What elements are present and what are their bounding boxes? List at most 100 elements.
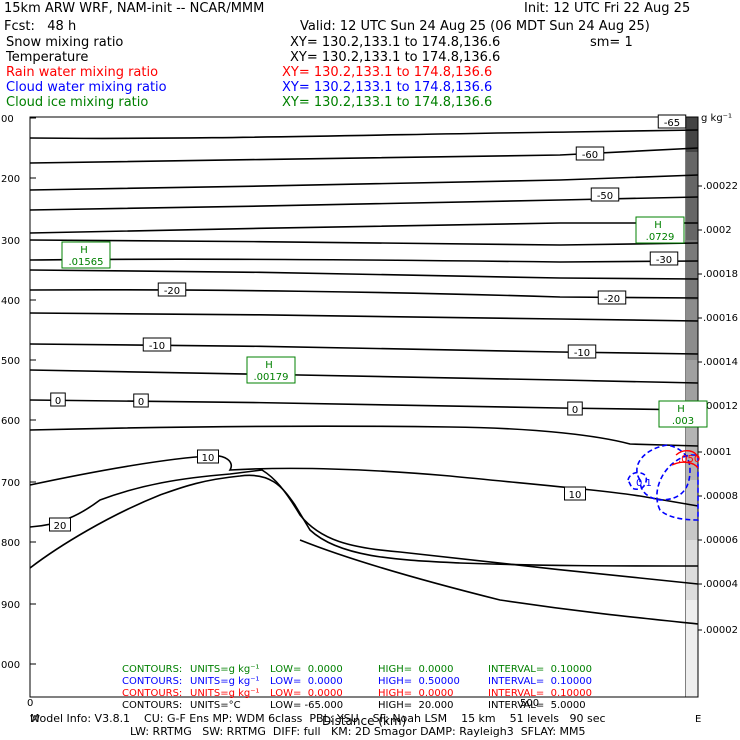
y-tick-label: 800 [1, 538, 20, 549]
isotherm-label: -65 [664, 118, 680, 129]
colorbar-tick-label: .0001 [703, 447, 732, 458]
high-marker-value: .0729 [646, 232, 675, 243]
isotherm-15 [29, 474, 699, 569]
isotherm-label-box [142, 337, 172, 352]
isotherm-label-box [157, 282, 187, 297]
cloud-water-label: 0.1 [636, 478, 652, 489]
rain-contour [671, 461, 699, 469]
contour-info-c: LOW= -65.000 [270, 700, 344, 711]
high-marker-letter: H [654, 220, 662, 231]
isotherm-label: -30 [656, 255, 672, 266]
isotherm-20 [29, 469, 699, 585]
rain-label: .050 [678, 454, 700, 465]
high-marker-letter: H [265, 360, 273, 371]
contour-info-e: INTERVAL= 0.10000 [488, 676, 592, 687]
cloud-water-contour [656, 454, 699, 521]
forecast-hour: Fcst: 48 h [4, 19, 77, 34]
contour-info-b: UNITS=g kg⁻¹ [190, 688, 260, 699]
isotherm-25 [299, 539, 699, 625]
isotherm-label-box [649, 251, 679, 266]
rain-contours [671, 450, 699, 469]
y-axis-ticks: 00 200 300 400 500 600 700 800 900 000 [1, 114, 36, 671]
colorbar-tick-label: .00014 [703, 357, 738, 368]
model-info-line-1: Model Info: V3.8.1 CU: G-F Ens MP: WDM 6… [30, 712, 606, 725]
colorbar-ticks: g kg⁻¹ .00022 .0002 .00018 .00016 .00014 .0001… [698, 113, 738, 636]
isotherm-label: -50 [597, 191, 613, 202]
colorbar-tick-label: .00018 [703, 269, 738, 280]
cloud-water-contour [636, 444, 691, 501]
y-tick-label: 500 [1, 356, 20, 367]
colorbar-tick-label: .00016 [703, 313, 738, 324]
colorbar-tick-label: .00004 [703, 579, 738, 590]
contour-info-d: HIGH= 20.000 [378, 700, 454, 711]
cloud-water-contour [627, 471, 648, 491]
isotherm-label: 0 [572, 405, 578, 416]
isotherm-label: 10 [202, 453, 215, 464]
temperature-contours [29, 129, 699, 625]
isotherm-minus-20 [29, 289, 699, 299]
isotherm-label: -20 [604, 294, 620, 305]
isotherm-label-box [50, 392, 66, 407]
contour-info-c: LOW= 0.0000 [270, 688, 343, 699]
high-marker-box [635, 216, 685, 244]
field-name-snow: Snow mixing ratio [6, 35, 124, 50]
colorbar-tick-label: .00006 [703, 535, 738, 546]
isotherm-label-box [197, 449, 219, 464]
high-marker-box [61, 241, 111, 269]
model-info-line-2: LW: RRTMG SW: RRTMG DIFF: full KM: 2D Sm… [130, 725, 586, 738]
contour-info-b: UNITS=g kg⁻¹ [190, 676, 260, 687]
field-name-rain: Rain water mixing ratio [6, 65, 159, 80]
contour-info-b: UNITS=°C [190, 700, 241, 711]
isotherm-5 [29, 425, 699, 447]
colorbar-tick-label: .00022 [703, 181, 738, 192]
field-name-temperature: Temperature [6, 50, 89, 65]
high-marker-value: .003 [672, 416, 694, 427]
field-xy-cloud-water: XY= 130.2,133.1 to 174.8,136.6 [282, 80, 493, 95]
isotherm-label: 20 [54, 521, 67, 532]
y-tick-label: 000 [1, 660, 20, 671]
contour-info-d: HIGH= 0.0000 [378, 688, 454, 699]
colorbar-tick-label: .00012 [703, 401, 738, 412]
isotherm-label: 0 [138, 397, 144, 408]
isotherm-minus-50 [29, 174, 699, 191]
y-tick-label: 700 [1, 478, 20, 489]
isotherm-minus-15 [29, 312, 699, 322]
y-tick-label: 600 [1, 416, 20, 427]
isotherm-label-box [49, 517, 71, 532]
high-marker-value: .01565 [69, 257, 104, 268]
colorbar-tick-label: .0002 [703, 225, 732, 236]
isotherm-minus-25 [29, 269, 699, 280]
high-marker-box [658, 400, 708, 428]
isotherm-10 [29, 454, 699, 507]
field-xy-temperature: XY= 130.2,133.1 to 174.8,136.6 [290, 50, 501, 65]
contour-info-b: UNITS=g kg⁻¹ [190, 664, 260, 675]
field-xy-rain: XY= 130.2,133.1 to 174.8,136.6 [282, 65, 493, 80]
isotherm-minus-40 [29, 222, 698, 234]
field-xy-cloud-ice: XY= 130.2,133.1 to 174.8,136.6 [282, 95, 493, 110]
corner-w: W [30, 714, 40, 725]
field-name-cloud-ice: Cloud ice mixing ratio [6, 95, 149, 110]
field-xy-snow: XY= 130.2,133.1 to 174.8,136.6 [290, 35, 501, 50]
high-marker-value: .00179 [254, 372, 289, 383]
y-tick-label: 300 [1, 236, 20, 247]
isotherm-label: -10 [574, 348, 590, 359]
colorbar-tick-label: .00008 [703, 491, 738, 502]
model-title: 15km ARW WRF, NAM-init -- NCAR/MMM [4, 1, 265, 16]
isotherm-label: 10 [569, 490, 582, 501]
isotherm-label: -20 [164, 286, 180, 297]
contour-info-e: INTERVAL= 5.0000 [488, 700, 586, 711]
field-name-cloud-water: Cloud water mixing ratio [6, 80, 167, 95]
isotherm-minus-5 [29, 369, 699, 384]
valid-time: Valid: 12 UTC Sun 24 Aug 25 (06 MDT Sun … [300, 19, 650, 34]
isotherm-0 [29, 399, 699, 411]
isotherm-label-box [575, 146, 605, 161]
contour-info-a: CONTOURS: [122, 664, 183, 675]
high-marker-letter: H [80, 245, 88, 256]
isotherm-label: 0 [55, 396, 61, 407]
y-tick-label: 00 [1, 114, 14, 125]
isotherm-minus-60 [29, 129, 699, 140]
isotherm-label: -60 [582, 150, 598, 161]
x-tick-0: 0 [27, 698, 34, 709]
x-tick-500: 500 [520, 698, 540, 709]
